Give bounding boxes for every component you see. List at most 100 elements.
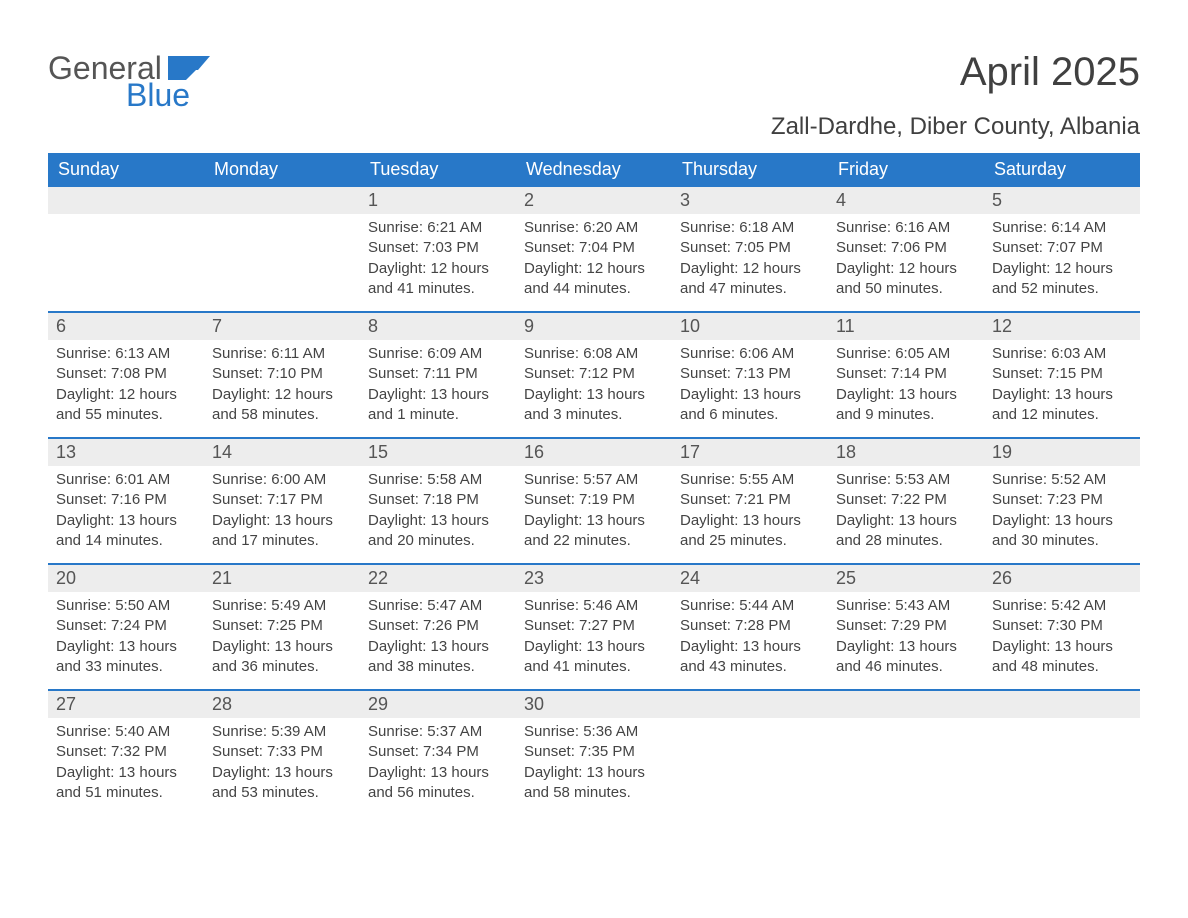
day-info-line: and 36 minutes. xyxy=(212,657,352,677)
day-info-line: Sunrise: 5:52 AM xyxy=(992,470,1132,490)
location: Zall-Dardhe, Diber County, Albania xyxy=(771,113,1140,141)
day-info-line: Daylight: 13 hours xyxy=(212,637,352,657)
day-body xyxy=(828,718,984,730)
calendar-day: 21Sunrise: 5:49 AMSunset: 7:25 PMDayligh… xyxy=(204,565,360,689)
day-info-line: Daylight: 13 hours xyxy=(368,385,508,405)
day-header: Monday xyxy=(204,153,360,187)
day-info-line: and 46 minutes. xyxy=(836,657,976,677)
calendar-day: 2Sunrise: 6:20 AMSunset: 7:04 PMDaylight… xyxy=(516,187,672,311)
day-info-line: Daylight: 12 hours xyxy=(836,259,976,279)
day-info-line: and 58 minutes. xyxy=(212,405,352,425)
day-header: Sunday xyxy=(48,153,204,187)
calendar-day: 28Sunrise: 5:39 AMSunset: 7:33 PMDayligh… xyxy=(204,691,360,815)
day-body: Sunrise: 6:11 AMSunset: 7:10 PMDaylight:… xyxy=(204,340,360,433)
day-body: Sunrise: 6:18 AMSunset: 7:05 PMDaylight:… xyxy=(672,214,828,307)
logo: General Blue xyxy=(48,50,210,114)
calendar-day: 5Sunrise: 6:14 AMSunset: 7:07 PMDaylight… xyxy=(984,187,1140,311)
calendar-day xyxy=(204,187,360,311)
day-body xyxy=(984,718,1140,730)
day-number: 22 xyxy=(360,565,516,592)
day-info-line: Sunrise: 5:57 AM xyxy=(524,470,664,490)
day-number: 1 xyxy=(360,187,516,214)
day-info-line: and 14 minutes. xyxy=(56,531,196,551)
day-info-line: and 43 minutes. xyxy=(680,657,820,677)
day-body: Sunrise: 5:40 AMSunset: 7:32 PMDaylight:… xyxy=(48,718,204,811)
day-info-line: Daylight: 13 hours xyxy=(56,763,196,783)
day-info-line: and 48 minutes. xyxy=(992,657,1132,677)
day-info-line: Sunset: 7:26 PM xyxy=(368,616,508,636)
calendar-week: 13Sunrise: 6:01 AMSunset: 7:16 PMDayligh… xyxy=(48,437,1140,563)
day-info-line: Sunset: 7:16 PM xyxy=(56,490,196,510)
day-info-line: and 58 minutes. xyxy=(524,783,664,803)
day-number: 24 xyxy=(672,565,828,592)
day-body: Sunrise: 6:01 AMSunset: 7:16 PMDaylight:… xyxy=(48,466,204,559)
day-number: 2 xyxy=(516,187,672,214)
day-number xyxy=(48,187,204,214)
day-info-line: and 6 minutes. xyxy=(680,405,820,425)
calendar-day: 13Sunrise: 6:01 AMSunset: 7:16 PMDayligh… xyxy=(48,439,204,563)
day-info-line: Sunset: 7:34 PM xyxy=(368,742,508,762)
day-body: Sunrise: 5:53 AMSunset: 7:22 PMDaylight:… xyxy=(828,466,984,559)
day-info-line: Sunrise: 6:06 AM xyxy=(680,344,820,364)
day-number: 21 xyxy=(204,565,360,592)
day-info-line: Daylight: 13 hours xyxy=(836,511,976,531)
calendar-day: 9Sunrise: 6:08 AMSunset: 7:12 PMDaylight… xyxy=(516,313,672,437)
day-number: 4 xyxy=(828,187,984,214)
day-number: 13 xyxy=(48,439,204,466)
day-info-line: Sunset: 7:21 PM xyxy=(680,490,820,510)
day-info-line: Sunset: 7:11 PM xyxy=(368,364,508,384)
day-info-line: Sunset: 7:07 PM xyxy=(992,238,1132,258)
day-info-line: Sunset: 7:18 PM xyxy=(368,490,508,510)
day-info-line: Sunrise: 5:46 AM xyxy=(524,596,664,616)
day-info-line: Sunrise: 6:18 AM xyxy=(680,218,820,238)
day-info-line: Sunrise: 5:44 AM xyxy=(680,596,820,616)
day-info-line: Sunset: 7:10 PM xyxy=(212,364,352,384)
day-info-line: Sunrise: 5:58 AM xyxy=(368,470,508,490)
day-number xyxy=(984,691,1140,718)
calendar-day xyxy=(48,187,204,311)
day-info-line: Sunrise: 6:01 AM xyxy=(56,470,196,490)
day-info-line: and 56 minutes. xyxy=(368,783,508,803)
day-info-line: and 17 minutes. xyxy=(212,531,352,551)
calendar-day: 4Sunrise: 6:16 AMSunset: 7:06 PMDaylight… xyxy=(828,187,984,311)
day-number: 30 xyxy=(516,691,672,718)
day-info-line: Daylight: 13 hours xyxy=(680,385,820,405)
calendar-day: 16Sunrise: 5:57 AMSunset: 7:19 PMDayligh… xyxy=(516,439,672,563)
day-info-line: and 9 minutes. xyxy=(836,405,976,425)
calendar-day: 27Sunrise: 5:40 AMSunset: 7:32 PMDayligh… xyxy=(48,691,204,815)
day-info-line: Sunset: 7:24 PM xyxy=(56,616,196,636)
day-info-line: Daylight: 13 hours xyxy=(368,763,508,783)
day-info-line: and 33 minutes. xyxy=(56,657,196,677)
day-number: 7 xyxy=(204,313,360,340)
day-info-line: Sunset: 7:12 PM xyxy=(524,364,664,384)
day-info-line: Daylight: 13 hours xyxy=(56,511,196,531)
day-info-line: Daylight: 13 hours xyxy=(368,637,508,657)
weeks-container: 1Sunrise: 6:21 AMSunset: 7:03 PMDaylight… xyxy=(48,187,1140,815)
day-body: Sunrise: 6:20 AMSunset: 7:04 PMDaylight:… xyxy=(516,214,672,307)
day-info-line: and 50 minutes. xyxy=(836,279,976,299)
day-info-line: Daylight: 13 hours xyxy=(836,637,976,657)
calendar-header-row: Sunday Monday Tuesday Wednesday Thursday… xyxy=(48,153,1140,187)
day-info-line: Sunrise: 6:13 AM xyxy=(56,344,196,364)
day-body: Sunrise: 6:05 AMSunset: 7:14 PMDaylight:… xyxy=(828,340,984,433)
day-info-line: Sunset: 7:06 PM xyxy=(836,238,976,258)
day-info-line: and 12 minutes. xyxy=(992,405,1132,425)
day-header: Saturday xyxy=(984,153,1140,187)
calendar-day: 29Sunrise: 5:37 AMSunset: 7:34 PMDayligh… xyxy=(360,691,516,815)
day-info-line: Daylight: 12 hours xyxy=(992,259,1132,279)
day-body: Sunrise: 6:14 AMSunset: 7:07 PMDaylight:… xyxy=(984,214,1140,307)
day-body: Sunrise: 5:57 AMSunset: 7:19 PMDaylight:… xyxy=(516,466,672,559)
day-number: 29 xyxy=(360,691,516,718)
calendar-day: 18Sunrise: 5:53 AMSunset: 7:22 PMDayligh… xyxy=(828,439,984,563)
day-info-line: Sunset: 7:19 PM xyxy=(524,490,664,510)
day-info-line: Sunrise: 5:36 AM xyxy=(524,722,664,742)
day-number: 18 xyxy=(828,439,984,466)
day-info-line: Sunrise: 5:39 AM xyxy=(212,722,352,742)
day-info-line: Sunset: 7:03 PM xyxy=(368,238,508,258)
calendar-day: 30Sunrise: 5:36 AMSunset: 7:35 PMDayligh… xyxy=(516,691,672,815)
calendar-day: 25Sunrise: 5:43 AMSunset: 7:29 PMDayligh… xyxy=(828,565,984,689)
day-body: Sunrise: 6:09 AMSunset: 7:11 PMDaylight:… xyxy=(360,340,516,433)
day-info-line: Daylight: 13 hours xyxy=(992,637,1132,657)
day-info-line: Sunrise: 6:05 AM xyxy=(836,344,976,364)
day-info-line: Daylight: 13 hours xyxy=(524,511,664,531)
